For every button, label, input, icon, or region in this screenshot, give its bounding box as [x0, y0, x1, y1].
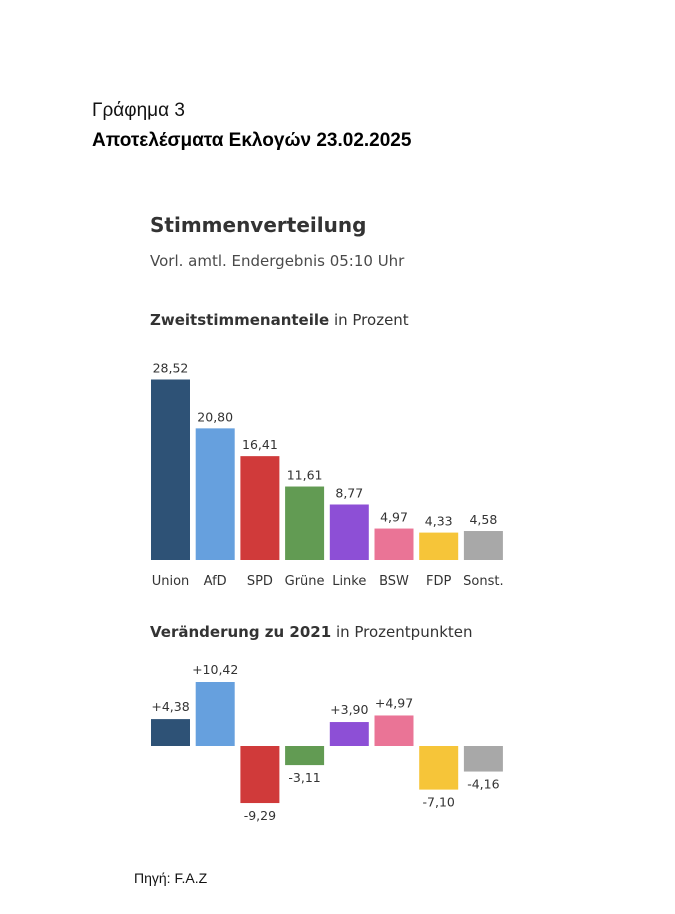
share-bar-grüne: [285, 486, 325, 560]
share-value-label-linke: 8,77: [335, 485, 363, 500]
change-bar-bsw: [374, 715, 414, 746]
share-value-label-afd: 20,80: [197, 409, 233, 424]
share-category-label-linke: Linke: [332, 574, 366, 589]
share-bar-bsw: [374, 528, 414, 560]
figure-title: Αποτελέσματα Εκλογών 23.02.2025: [92, 130, 412, 151]
share-section-title-bold: Zweitstimmenanteile: [150, 311, 329, 329]
change-value-label-spd: -9,29: [244, 808, 276, 823]
share-category-label-sonst: Sonst.: [463, 574, 503, 589]
share-category-label-union: Union: [152, 574, 190, 589]
share-value-label-union: 28,52: [153, 361, 189, 376]
share-bar-linke: [329, 504, 369, 560]
share-bar-spd: [240, 456, 280, 560]
share-category-label-fdp: FDP: [426, 574, 451, 589]
election-charts: Stimmenverteilung Vorl. amtl. Endergebni…: [150, 213, 504, 823]
change-value-label-bsw: +4,97: [375, 695, 413, 710]
share-bar-union: [151, 379, 190, 560]
change-section-title-bold: Veränderung zu 2021: [150, 623, 331, 641]
share-value-label-sonst: 4,58: [469, 512, 497, 527]
share-bar-afd: [195, 428, 235, 560]
change-bar-afd: [195, 682, 235, 746]
share-category-label-spd: SPD: [247, 574, 273, 589]
share-bar-sonst: [463, 531, 503, 560]
share-section-title-rest: in Prozent: [329, 311, 409, 329]
change-value-label-grüne: -3,11: [288, 770, 320, 785]
source-note: Πηγή: F.A.Z: [134, 870, 208, 886]
share-category-label-afd: AfD: [204, 574, 227, 589]
share-value-label-fdp: 4,33: [425, 514, 453, 529]
change-value-label-linke: +3,90: [330, 702, 368, 717]
chart-title: Stimmenverteilung: [150, 213, 366, 237]
change-bars-group: +4,38 +10,42 -9,29 -3,11 +3,90 +4,97 -7,10 -4,1…: [151, 662, 503, 823]
change-value-label-afd: +10,42: [192, 662, 238, 677]
change-value-label-fdp: -7,10: [423, 795, 455, 810]
share-bars-group: 28,52 Union 20,80 AfD 16,41 SPD 11,61 Grüne 8,77…: [151, 361, 504, 589]
figure-label: Γράφημα 3: [92, 100, 185, 121]
change-bar-linke: [329, 722, 369, 746]
share-value-label-spd: 16,41: [242, 437, 278, 452]
change-bar-union: [151, 719, 190, 746]
change-value-label-sonst: -4,16: [467, 777, 499, 792]
share-category-label-bsw: BSW: [379, 574, 409, 589]
share-section-title: Zweitstimmenanteile in Prozent: [150, 311, 409, 329]
share-category-label-grüne: Grüne: [285, 574, 325, 589]
change-section-title: Veränderung zu 2021 in Prozentpunkten: [150, 623, 473, 641]
chart-subtitle: Vorl. amtl. Endergebnis 05:10 Uhr: [150, 252, 405, 270]
change-bar-fdp: [419, 746, 459, 790]
change-bar-spd: [240, 746, 280, 804]
change-section-title-rest: in Prozentpunkten: [331, 623, 472, 641]
change-bar-sonst: [463, 746, 503, 772]
change-bar-grüne: [285, 746, 325, 766]
change-value-label-union: +4,38: [151, 699, 189, 714]
share-value-label-bsw: 4,97: [380, 510, 408, 525]
share-value-label-grüne: 11,61: [287, 468, 323, 483]
share-bar-fdp: [419, 532, 459, 560]
